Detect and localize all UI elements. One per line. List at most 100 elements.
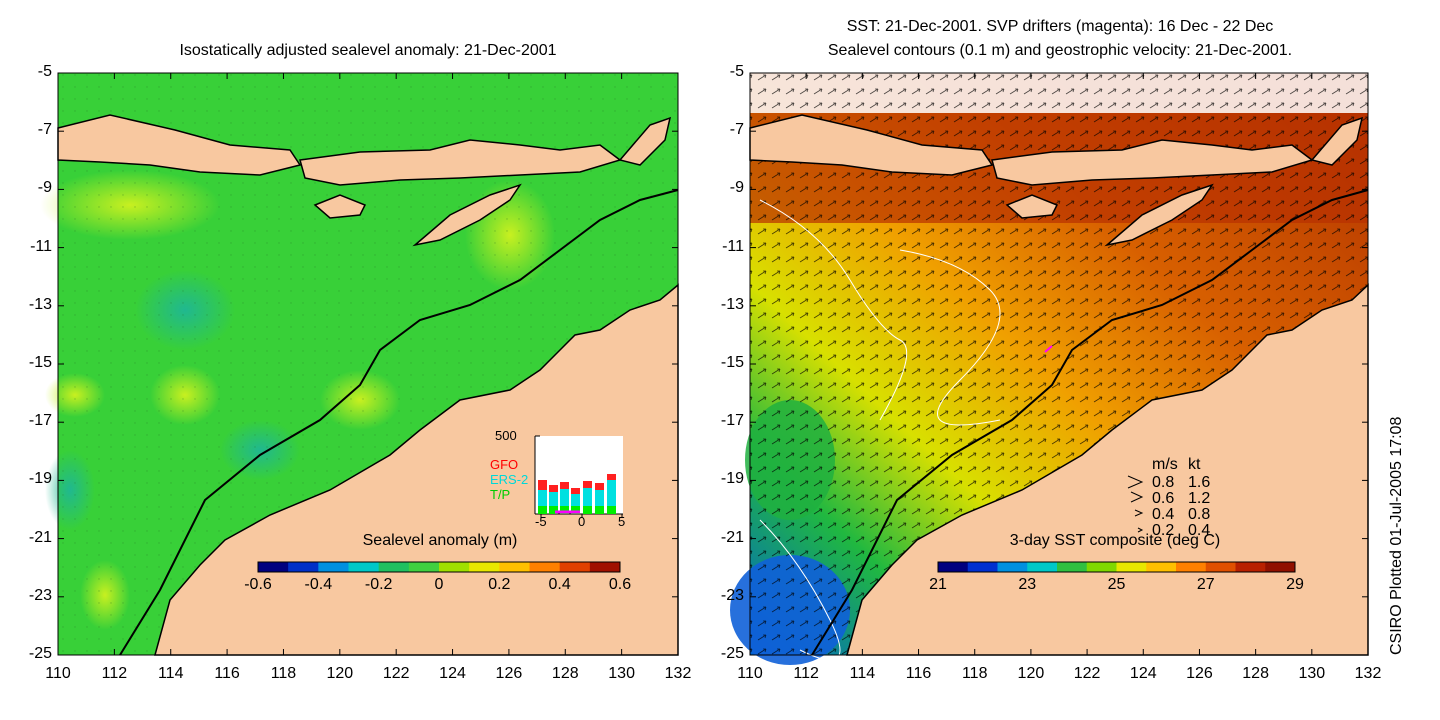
histogram-xtick: 5 — [618, 514, 626, 529]
sealevel-contour-white — [759, 519, 841, 661]
histogram-legend-gfo: GFO — [490, 457, 519, 472]
colorbar-swatch — [967, 562, 998, 572]
colorbar-swatch — [938, 562, 969, 572]
speed-legend-kt: 1.2 — [1188, 490, 1211, 507]
y-tick-label: -23 — [720, 586, 744, 604]
x-tick-label: 114 — [849, 665, 876, 682]
plot-credit: CSIRO Plotted 01-Jul-2005 17:08 — [1388, 416, 1405, 655]
right-colorbar — [937, 561, 1296, 573]
speed-legend-ms: 0.2 — [1152, 522, 1175, 539]
speed-legend-kt: 0.8 — [1188, 506, 1211, 523]
x-tick-label: 132 — [664, 665, 692, 682]
speed-arrow-0.8 — [1127, 475, 1144, 489]
colorbar-swatch — [559, 562, 591, 572]
y-tick-label: -9 — [37, 179, 52, 197]
histogram-legend-ers2: ERS-2 — [490, 472, 529, 487]
satellite-track-histogram — [534, 435, 623, 518]
y-tick-label: -7 — [37, 121, 52, 139]
histogram-bar — [538, 480, 547, 514]
histogram-xtick: 0 — [578, 514, 586, 529]
y-tick-label: -11 — [30, 237, 52, 255]
colorbar-swatch — [997, 562, 1028, 572]
y-tick-label: -13 — [28, 295, 52, 313]
left-colorbar — [257, 561, 621, 573]
speed-legend-ms: 0.8 — [1152, 474, 1175, 491]
speed-arrow-0.6 — [1130, 491, 1144, 503]
left-colorbar-label: Sealevel anomaly (m) — [362, 532, 518, 549]
island-sumba — [1005, 194, 1059, 219]
colorbar-tick-label: 0.6 — [608, 576, 632, 593]
speed-legend-kt: 1.6 — [1188, 474, 1211, 491]
speed-legend-header-kt: kt — [1188, 456, 1201, 473]
y-tick-label: -7 — [729, 121, 744, 139]
x-tick-label: 130 — [1298, 665, 1326, 682]
x-tick-label: 130 — [608, 665, 635, 682]
speed-legend-ms: 0.6 — [1152, 490, 1175, 507]
x-tick-label: 110 — [45, 665, 71, 682]
x-tick-label: 110 — [737, 665, 763, 682]
island-north-flores — [618, 116, 672, 166]
x-tick-label: 128 — [1242, 665, 1269, 682]
colorbar-swatch — [499, 562, 530, 572]
colorbar-swatch — [408, 562, 440, 572]
colorbar-frame — [257, 561, 621, 573]
colorbar-tick-label: 23 — [1018, 576, 1037, 593]
right-panel-title-line1: SST: 21-Dec-2001. SVP drifters (magenta)… — [846, 18, 1274, 35]
colorbar-swatch — [318, 562, 349, 572]
colorbar-swatch — [1265, 562, 1296, 572]
right-map-panel — [730, 72, 1369, 665]
histogram-bar — [560, 482, 569, 514]
x-tick-label: 128 — [551, 665, 579, 682]
x-tick-label: 112 — [793, 665, 819, 682]
histogram-legend-tp: T/P — [490, 487, 511, 502]
y-tick-label: -11 — [722, 237, 744, 255]
colorbar-tick-label: 0 — [434, 576, 444, 593]
histogram-bar — [607, 474, 616, 514]
colorbar-swatch — [1116, 562, 1147, 572]
y-tick-label: -25 — [720, 645, 744, 662]
right-panel-title-line2: Sealevel contours (0.1 m) and geostrophi… — [827, 42, 1293, 59]
histogram-bar — [583, 481, 592, 514]
colorbar-swatch — [288, 562, 319, 572]
x-tick-label: 126 — [495, 665, 523, 682]
speed-legend-kt: 0.4 — [1188, 522, 1211, 539]
x-tick-label: 124 — [1129, 665, 1157, 682]
colorbar-tick-label: 25 — [1107, 576, 1126, 593]
colorbar-swatch — [1027, 562, 1058, 572]
y-tick-label: -21 — [720, 528, 744, 546]
y-tick-label: -13 — [720, 295, 744, 313]
x-tick-label: 116 — [905, 665, 932, 682]
x-tick-label: 126 — [1186, 665, 1213, 682]
sealevel-contour-white — [759, 199, 908, 421]
colorbar-swatch — [1057, 562, 1088, 572]
y-tick-label: -17 — [28, 412, 52, 430]
colorbar-swatch — [258, 562, 289, 572]
island-sumba — [313, 194, 367, 219]
sealevel-contour-white — [899, 249, 1001, 426]
shelf-break-contour — [119, 189, 679, 656]
colorbar-tick-label: 21 — [929, 576, 947, 593]
colorbar-swatch — [469, 562, 500, 572]
colorbar-tick-label: -0.6 — [244, 576, 272, 593]
x-tick-label: 114 — [157, 665, 184, 682]
axis-tick-marks — [57, 72, 1369, 656]
histogram-bar — [571, 488, 580, 514]
left-panel-title: Isostatically adjusted sealevel anomaly:… — [179, 42, 557, 59]
colorbar-tick-label: -0.4 — [304, 576, 333, 593]
y-tick-label: -21 — [28, 528, 52, 546]
x-tick-label: 112 — [101, 665, 128, 682]
indonesia-island-java — [749, 114, 994, 176]
speed-legend-header-ms: m/s — [1152, 456, 1178, 473]
y-tick-label: -5 — [729, 63, 744, 80]
y-tick-label: -15 — [28, 354, 52, 371]
histogram-bar — [595, 483, 604, 514]
colorbar-swatch — [1205, 562, 1236, 572]
colorbar-swatch — [1235, 562, 1266, 572]
y-tick-label: -19 — [28, 470, 52, 488]
shelf-break-contour — [811, 189, 1369, 656]
colorbar-swatch — [1086, 562, 1117, 572]
colorbar-tick-label: 27 — [1196, 576, 1215, 593]
speed-arrow-0.4 — [1134, 509, 1144, 517]
colorbar-tick-label: 29 — [1286, 576, 1304, 593]
